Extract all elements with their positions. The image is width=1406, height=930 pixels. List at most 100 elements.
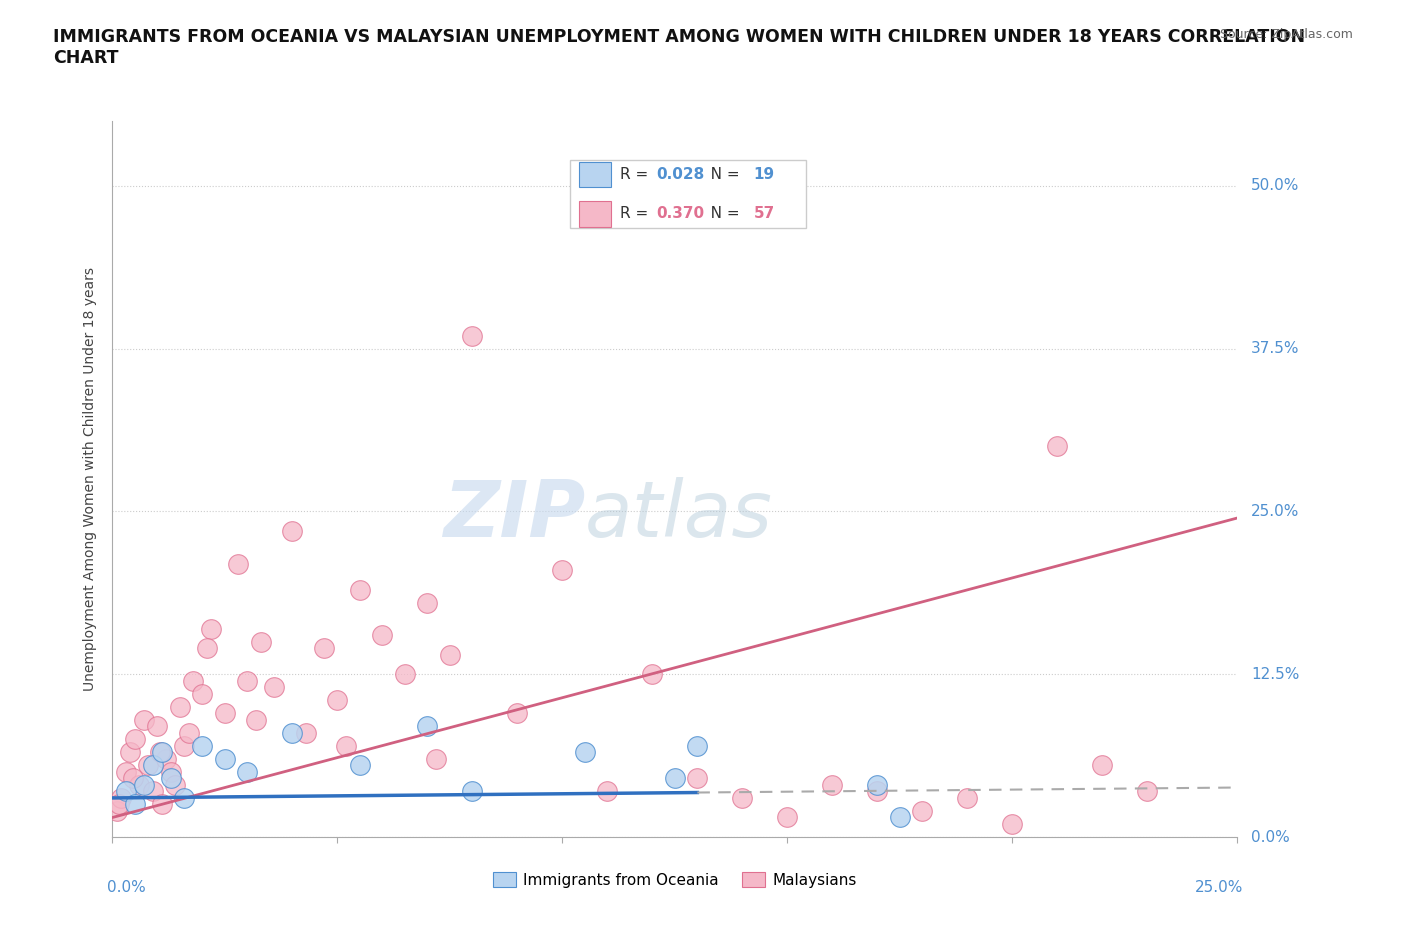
Point	[121, 771, 143, 786]
Point	[911, 804, 934, 818]
Point	[394, 667, 416, 682]
Text: IMMIGRANTS FROM OCEANIA VS MALAYSIAN UNEMPLOYMENT AMONG WOMEN WITH CHILDREN UNDE: IMMIGRANTS FROM OCEANIA VS MALAYSIAN UNE…	[53, 28, 1306, 67]
Point	[124, 797, 146, 812]
Point	[439, 647, 461, 662]
Point	[108, 797, 131, 812]
Point	[183, 673, 205, 688]
Point	[138, 758, 160, 773]
FancyBboxPatch shape	[571, 160, 807, 229]
Text: R =: R =	[620, 167, 652, 182]
Point	[132, 777, 155, 792]
Text: 0.370: 0.370	[655, 206, 704, 221]
Point	[312, 641, 335, 656]
Point	[228, 556, 250, 571]
Point	[461, 328, 484, 343]
Point	[236, 764, 259, 779]
Point	[1136, 784, 1159, 799]
Text: 25.0%: 25.0%	[1251, 504, 1299, 519]
Point	[1001, 817, 1024, 831]
Point	[551, 563, 574, 578]
Point	[326, 693, 349, 708]
Point	[349, 582, 371, 597]
Point	[165, 777, 187, 792]
Point	[195, 641, 218, 656]
Point	[866, 784, 889, 799]
Point	[295, 725, 318, 740]
Point	[150, 745, 173, 760]
Point	[1091, 758, 1114, 773]
Text: R =: R =	[620, 206, 652, 221]
Point	[155, 751, 177, 766]
Point	[821, 777, 844, 792]
Text: 25.0%: 25.0%	[1195, 880, 1243, 895]
Point	[191, 738, 214, 753]
Point	[889, 810, 911, 825]
Point	[281, 524, 304, 538]
Text: 0.028: 0.028	[655, 167, 704, 182]
Point	[731, 790, 754, 805]
Text: N =: N =	[696, 206, 745, 221]
Point	[115, 764, 138, 779]
Text: atlas: atlas	[585, 477, 773, 552]
Point	[686, 771, 709, 786]
Text: 50.0%: 50.0%	[1251, 179, 1299, 193]
Point	[214, 706, 236, 721]
Text: 57: 57	[754, 206, 775, 221]
Point	[596, 784, 619, 799]
Text: 37.5%: 37.5%	[1251, 341, 1299, 356]
Text: 12.5%: 12.5%	[1251, 667, 1299, 682]
Point	[200, 621, 222, 636]
Point	[124, 732, 146, 747]
Point	[105, 804, 128, 818]
Point	[371, 628, 394, 643]
FancyBboxPatch shape	[579, 201, 610, 227]
Y-axis label: Unemployment Among Women with Children Under 18 years: Unemployment Among Women with Children U…	[83, 267, 97, 691]
Point	[173, 790, 195, 805]
Point	[349, 758, 371, 773]
Text: ZIP: ZIP	[443, 477, 585, 552]
Text: 19: 19	[754, 167, 775, 182]
Point	[263, 680, 285, 695]
Point	[664, 771, 686, 786]
Point	[250, 634, 273, 649]
Point	[169, 699, 191, 714]
Point	[214, 751, 236, 766]
Point	[142, 758, 165, 773]
Point	[574, 745, 596, 760]
Point	[1046, 439, 1069, 454]
Point	[335, 738, 357, 753]
Point	[160, 771, 183, 786]
Point	[461, 784, 484, 799]
Point	[866, 777, 889, 792]
Point	[416, 719, 439, 734]
Point	[132, 712, 155, 727]
Point	[416, 595, 439, 610]
Point	[150, 797, 173, 812]
Point	[956, 790, 979, 805]
Point	[149, 745, 172, 760]
Point	[142, 784, 165, 799]
Point	[686, 738, 709, 753]
Point	[128, 777, 150, 792]
Point	[281, 725, 304, 740]
Text: 0.0%: 0.0%	[1251, 830, 1289, 844]
Point	[146, 719, 169, 734]
Point	[173, 738, 195, 753]
Point	[641, 667, 664, 682]
FancyBboxPatch shape	[579, 162, 610, 188]
Point	[776, 810, 799, 825]
Point	[160, 764, 183, 779]
Legend: Immigrants from Oceania, Malaysians: Immigrants from Oceania, Malaysians	[486, 866, 863, 894]
Point	[245, 712, 267, 727]
Point	[115, 784, 138, 799]
Text: N =: N =	[696, 167, 745, 182]
Point	[177, 725, 200, 740]
Point	[236, 673, 259, 688]
Point	[191, 686, 214, 701]
Point	[120, 745, 142, 760]
Text: Source: ZipAtlas.com: Source: ZipAtlas.com	[1219, 28, 1353, 41]
Text: 0.0%: 0.0%	[107, 880, 146, 895]
Point	[506, 706, 529, 721]
Point	[425, 751, 447, 766]
Point	[110, 790, 132, 805]
